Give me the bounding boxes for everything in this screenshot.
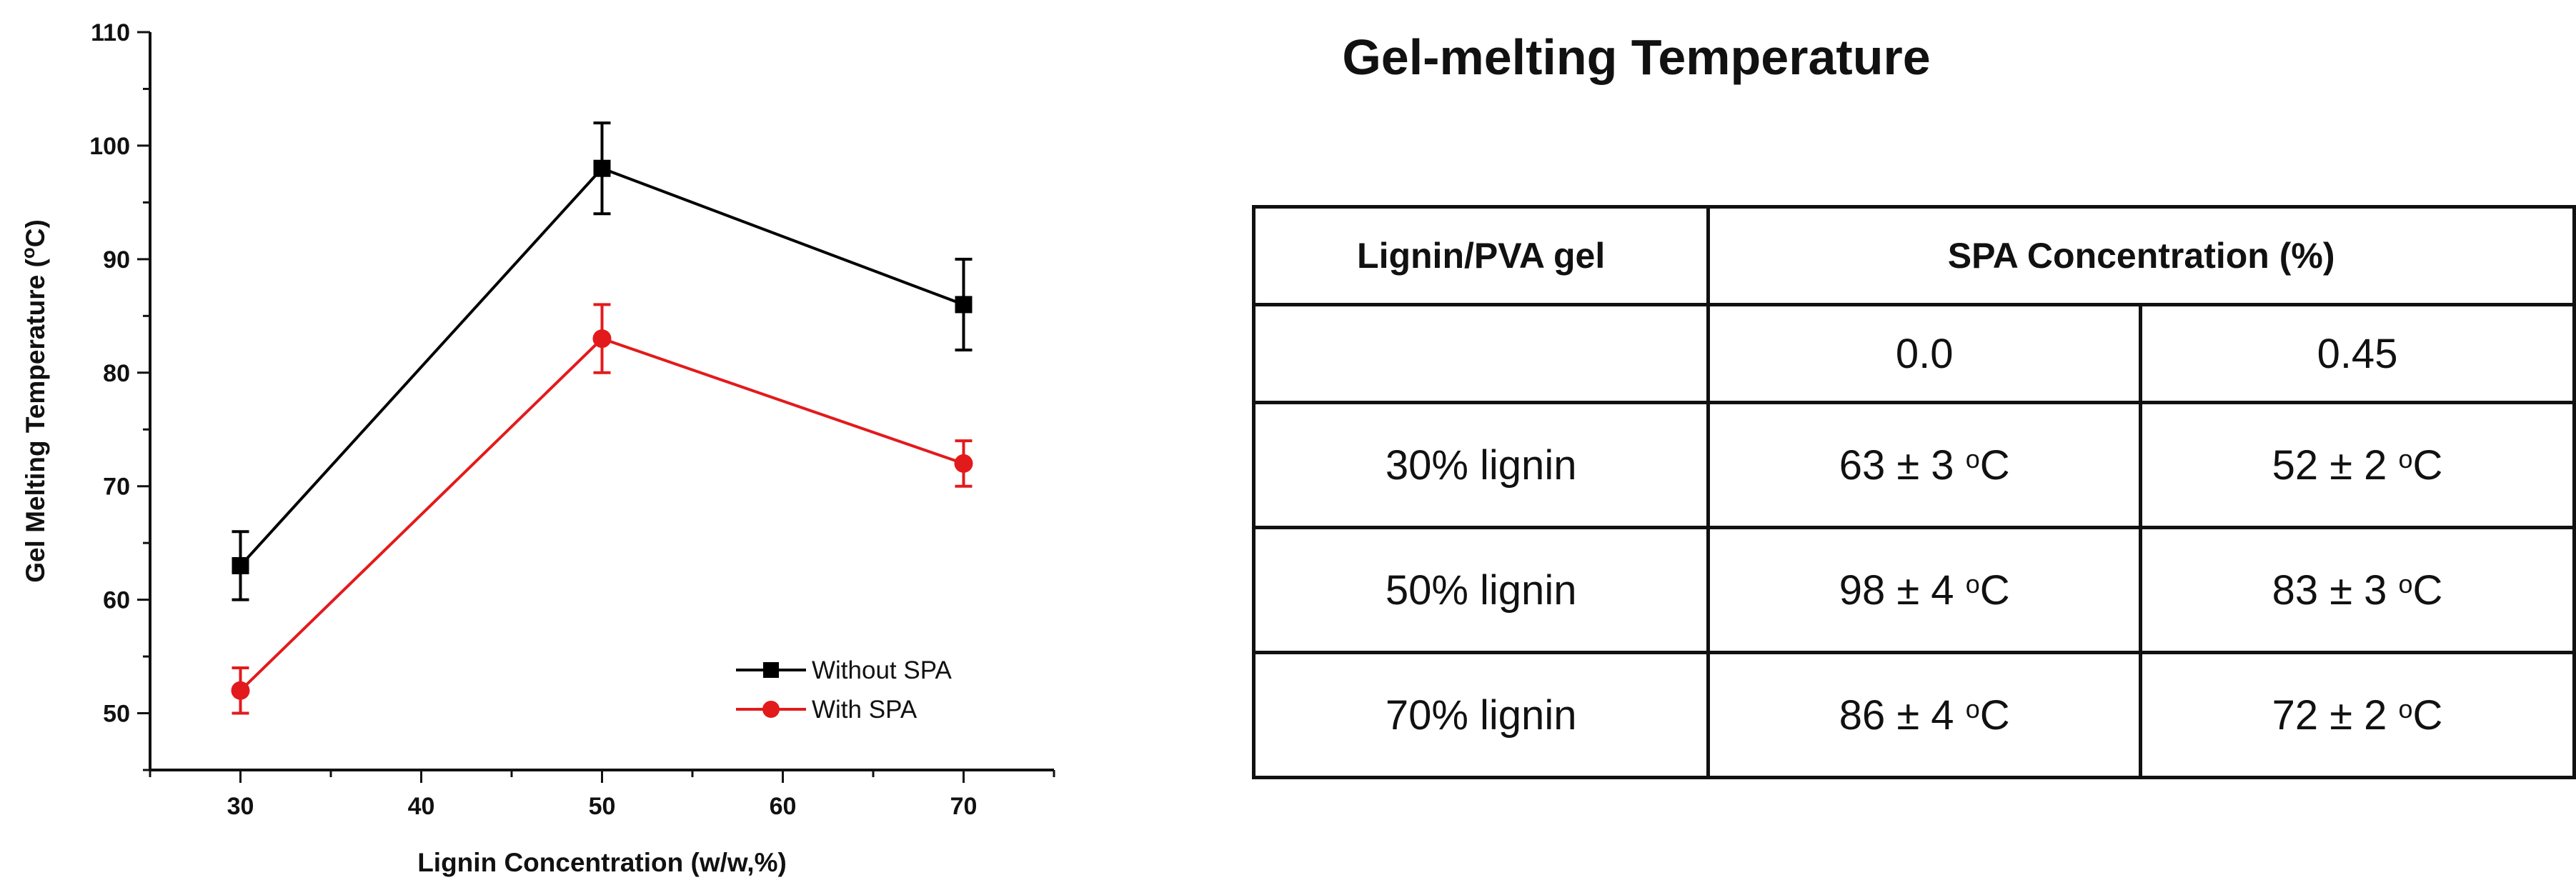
subheader-spa-0: 0.0 — [1706, 303, 2143, 404]
degree-sup: o — [2398, 694, 2413, 724]
value-cell: 86 ± 4 oC — [1706, 651, 2143, 779]
row-label: 70% lignin — [1251, 651, 1711, 779]
legend-marker — [763, 662, 779, 678]
value-cell: 98 ± 4 oC — [1706, 526, 2143, 654]
chart-series — [231, 121, 973, 715]
x-axis-title: Lignin Concentration (w/w,%) — [417, 848, 787, 877]
unit-text: C — [2412, 691, 2443, 739]
y-tick-label: 70 — [103, 474, 130, 501]
degree-sup: o — [2398, 569, 2413, 599]
table-subheader-row: 0.0 0.45 — [1251, 303, 2576, 404]
y-axis-title-main: Gel Melting Temperature ( — [21, 258, 50, 582]
chart-legend: Without SPA With SPA — [736, 656, 952, 724]
value-text: 72 ± 2 — [2272, 691, 2399, 739]
subheader-empty — [1251, 303, 1711, 404]
row-label: 30% lignin — [1251, 401, 1711, 529]
value-cell: 83 ± 3 oC — [2139, 526, 2576, 654]
value-text: 98 ± 4 — [1839, 566, 1966, 614]
series-line — [239, 336, 965, 692]
table-header-row: Lignin/PVA gel SPA Concentration (%) — [1251, 205, 2576, 306]
value-cell: 52 ± 2 oC — [2139, 401, 2576, 529]
y-tick-label: 80 — [103, 360, 130, 387]
unit-text: C — [1979, 441, 2010, 489]
y-tick-label: 100 — [89, 133, 130, 160]
y-tick-label: 60 — [103, 587, 130, 614]
value-text: 63 ± 3 — [1839, 441, 1966, 489]
degree-sup: o — [1965, 569, 1980, 599]
unit-text: C — [2412, 441, 2443, 489]
table-row: 30% lignin 63 ± 3 oC 52 ± 2 oC — [1251, 401, 2576, 529]
x-tick-label: 50 — [589, 793, 616, 820]
x-tick-label: 30 — [227, 793, 254, 820]
legend-label: With SPA — [812, 696, 917, 724]
y-axis-title-sup: o — [17, 247, 39, 259]
data-point — [954, 454, 973, 473]
y-axis-title: Gel Melting Temperature (oC) — [17, 219, 50, 583]
y-axis-title-end: C) — [21, 219, 50, 247]
y-tick-label: 50 — [103, 701, 130, 728]
table-row: 50% lignin 98 ± 4 oC 83 ± 3 oC — [1251, 526, 2576, 654]
degree-sup: o — [2398, 444, 2413, 474]
data-point — [955, 296, 973, 314]
degree-sup: o — [1965, 444, 1980, 474]
table-title: Gel-melting Temperature — [1342, 29, 1931, 85]
table-row: 70% lignin 86 ± 4 oC 72 ± 2 oC — [1251, 651, 2576, 779]
subheader-spa-045: 0.45 — [2139, 303, 2576, 404]
data-point — [593, 159, 611, 177]
header-spa-concentration: SPA Concentration (%) — [1706, 205, 2576, 306]
data-point — [592, 329, 612, 349]
chart-ticks: 30 40 50 60 70 50 60 70 80 90 100 110 — [89, 19, 1055, 820]
x-tick-label: 40 — [408, 793, 435, 820]
x-tick-label: 70 — [950, 793, 978, 820]
y-tick-label: 110 — [91, 19, 130, 46]
unit-text: C — [1979, 691, 2010, 739]
y-tick-label: 90 — [103, 246, 130, 274]
legend-marker — [762, 701, 780, 718]
legend-label: Without SPA — [812, 656, 952, 684]
degree-sup: o — [1965, 694, 1980, 724]
value-cell: 63 ± 3 oC — [1706, 401, 2143, 529]
melting-temperature-table: Lignin/PVA gel SPA Concentration (%) 0.0… — [1251, 205, 2576, 779]
value-text: 83 ± 3 — [2272, 566, 2399, 614]
data-point — [232, 556, 249, 574]
value-text: 86 ± 4 — [1839, 691, 1966, 739]
data-point — [231, 681, 250, 700]
unit-text: C — [2412, 566, 2443, 614]
value-text: 52 ± 2 — [2272, 441, 2399, 489]
row-label: 50% lignin — [1251, 526, 1711, 654]
x-tick-label: 60 — [770, 793, 797, 820]
unit-text: C — [1979, 566, 2010, 614]
value-cell: 72 ± 2 oC — [2139, 651, 2576, 779]
header-lignin-pva-gel: Lignin/PVA gel — [1251, 205, 1711, 306]
